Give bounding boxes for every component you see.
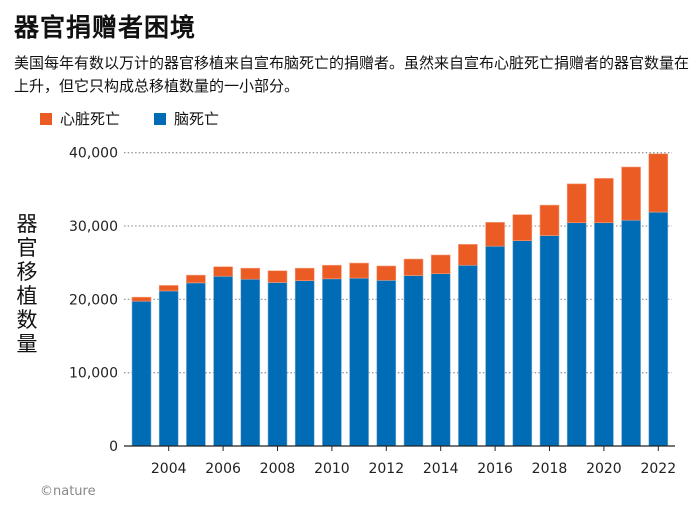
legend-swatch-brain <box>154 112 167 125</box>
y-tick-label: 20,000 <box>69 292 118 308</box>
legend: 心脏死亡 脑死亡 <box>40 108 219 129</box>
bar-brain-2017 <box>512 240 533 447</box>
bar-cardiac-2005 <box>186 274 206 284</box>
x-tick-label: 2010 <box>314 461 350 477</box>
y-axis-label: 器官移植数量 <box>16 212 38 356</box>
bar-brain-2015 <box>458 264 478 447</box>
bar-cardiac-2017 <box>512 214 533 241</box>
bar-cardiac-2009 <box>294 267 315 281</box>
bar-cardiac-2021 <box>621 166 641 221</box>
bar-brain-2022 <box>648 211 669 447</box>
x-tick-label: 2022 <box>640 461 676 477</box>
bar-cardiac-2011 <box>349 262 369 279</box>
nature-logo: ©nature <box>40 484 96 499</box>
bar-brain-2003 <box>131 300 152 447</box>
bar-brain-2006 <box>213 275 233 447</box>
x-tick-label: 2004 <box>151 461 187 477</box>
bar-cardiac-2006 <box>213 266 233 277</box>
bar-brain-2012 <box>376 279 397 447</box>
bar-brain-2018 <box>539 235 560 447</box>
bar-brain-2020 <box>594 222 614 447</box>
x-tick-label: 2012 <box>368 461 404 477</box>
bar-cardiac-2014 <box>430 254 451 274</box>
chart-subtitle: 美国每年有数以万计的器官移植来自宣布脑死亡的捐赠者。虽然来自宣布心脏死亡捐赠者的… <box>14 54 690 95</box>
y-tick-label: 10,000 <box>69 366 118 382</box>
bar-brain-2021 <box>621 219 641 447</box>
bar-cardiac-2003 <box>131 296 152 302</box>
x-tick-label: 2008 <box>260 461 296 477</box>
bar-cardiac-2015 <box>458 244 478 266</box>
y-tick-label: 30,000 <box>69 219 118 235</box>
bar-cardiac-2020 <box>594 178 614 224</box>
legend-item-brain-death: 脑死亡 <box>154 108 219 129</box>
bar-cardiac-2013 <box>403 258 424 276</box>
bar-brain-2014 <box>430 273 451 447</box>
legend-swatch-cardiac <box>40 112 52 125</box>
x-tick-label: 2018 <box>532 461 568 477</box>
bar-cardiac-2022 <box>648 153 669 213</box>
x-tick-label: 2006 <box>205 461 241 477</box>
legend-label-cardiac: 心脏死亡 <box>60 110 121 128</box>
bar-brain-2005 <box>186 282 206 447</box>
y-tick-label: 40,000 <box>69 146 118 162</box>
bar-cardiac-2008 <box>267 270 288 283</box>
legend-item-cardiac-death: 心脏死亡 <box>40 108 120 129</box>
bar-brain-2016 <box>485 245 505 447</box>
y-tick-label: 0 <box>109 439 118 455</box>
bar-brain-2011 <box>349 277 369 447</box>
bar-cardiac-2012 <box>376 265 397 281</box>
bar-brain-2004 <box>158 290 179 447</box>
x-tick-label: 2014 <box>423 461 459 477</box>
bar-cardiac-2019 <box>566 183 587 224</box>
bar-brain-2013 <box>403 275 424 447</box>
bar-cardiac-2016 <box>485 222 505 247</box>
bar-cardiac-2018 <box>539 204 560 236</box>
bar-cardiac-2004 <box>158 285 179 292</box>
bar-cardiac-2010 <box>322 264 342 280</box>
bar-cardiac-2007 <box>240 267 261 280</box>
legend-label-brain: 脑死亡 <box>174 110 220 128</box>
bar-brain-2010 <box>322 278 342 447</box>
chart-title: 器官捐赠者困境 <box>14 13 197 42</box>
x-tick-label: 2016 <box>477 461 513 477</box>
bar-brain-2019 <box>566 222 587 447</box>
bar-brain-2009 <box>294 280 315 447</box>
bar-brain-2008 <box>267 282 288 447</box>
x-tick-label: 2020 <box>586 461 622 477</box>
bar-brain-2007 <box>240 278 261 447</box>
